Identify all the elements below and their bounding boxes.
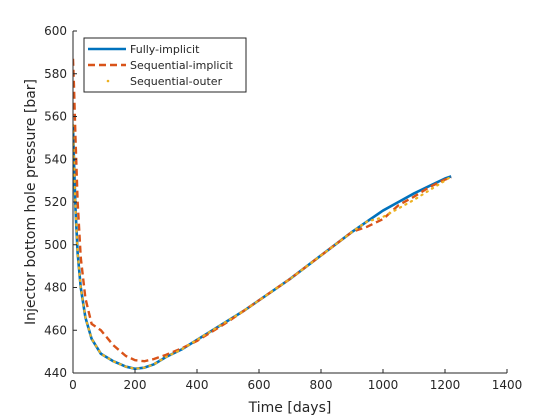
y-tick-label: 440 <box>44 366 67 380</box>
series-line-sequential-implicit <box>73 58 452 363</box>
legend-label-sequential-implicit: Sequential-implicit <box>130 59 234 72</box>
y-tick-label: 460 <box>44 323 67 337</box>
x-tick-label: 1200 <box>430 378 461 392</box>
x-tick-label: 1000 <box>368 378 399 392</box>
x-tick-label: 600 <box>248 378 271 392</box>
series-line-sequential-outer <box>73 123 453 370</box>
axes: 0 200 400 600 800 1000 1200 1400 440 460 480 500 520… <box>44 24 522 392</box>
x-tick-label: 200 <box>124 378 147 392</box>
series-group <box>73 58 453 371</box>
legend: Fully-implicit Sequential-implicit Sequent… <box>83 37 247 93</box>
y-tick-label: 480 <box>44 281 67 295</box>
x-tick-label: 400 <box>186 378 209 392</box>
y-tick-label: 500 <box>44 238 67 252</box>
x-axis-label: Time [days] <box>248 400 332 416</box>
x-tick-label: 800 <box>310 378 333 392</box>
y-tick-label: 560 <box>44 110 67 124</box>
legend-swatch-sequential-outer <box>106 79 110 83</box>
y-tick-label: 540 <box>44 152 67 166</box>
y-tick-label: 600 <box>44 24 67 38</box>
plot-area <box>73 58 453 371</box>
y-tick-label: 520 <box>44 195 67 209</box>
y-axis-label: Injector bottom hole pressure [bar] <box>23 79 39 325</box>
legend-label-fully-implicit: Fully-implicit <box>130 43 200 56</box>
y-tick-label: 580 <box>44 67 67 81</box>
x-tick-label: 0 <box>69 378 77 392</box>
x-tick-label: 1400 <box>492 378 523 392</box>
legend-label-sequential-outer: Sequential-outer <box>130 75 223 88</box>
